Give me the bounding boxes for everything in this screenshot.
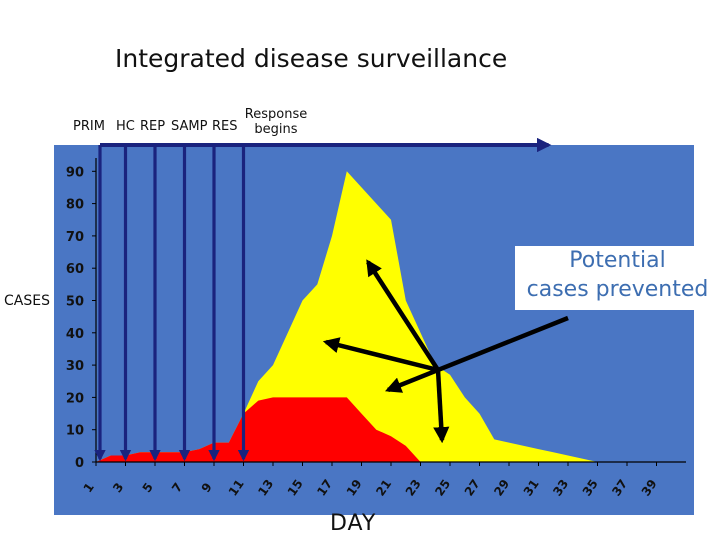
series-area-with-response [96, 397, 436, 462]
y-axis-label: CASES [4, 293, 50, 309]
y-tick-label: 20 [66, 391, 84, 406]
y-tick-label: 80 [66, 198, 84, 213]
response-line-1: Response [244, 107, 308, 122]
prevented-cases-arrow [366, 259, 440, 372]
y-tick-label: 70 [66, 230, 84, 245]
y-tick-label: 90 [66, 165, 84, 180]
x-axis-label: DAY [330, 511, 377, 536]
series-area-unchecked [96, 171, 613, 463]
y-tick-label: 40 [66, 327, 84, 342]
stage-label-res: RES [212, 119, 238, 134]
chart-title: Integrated disease surveillance [115, 44, 508, 73]
y-tick-label: 60 [66, 262, 84, 277]
stage-label-rep: REP [140, 119, 166, 134]
stage-label-samp: SAMP [171, 119, 208, 134]
prevented-cases-arrow [433, 369, 450, 444]
response-begins-label: Response begins [236, 107, 316, 137]
annotation-line-1: Potential [569, 248, 666, 273]
y-tick-label: 0 [75, 456, 84, 471]
response-line-2: begins [254, 122, 298, 137]
annotation-line-2: cases prevented [526, 277, 709, 302]
annotation-pointer-arrow [384, 315, 569, 393]
y-tick-label: 10 [66, 424, 84, 439]
potential-cases-annotation: Potential cases prevented [515, 246, 720, 310]
y-tick-label: 50 [66, 295, 84, 310]
stage-label-prim: PRIM [73, 119, 105, 134]
prevented-cases-arrow [322, 337, 439, 373]
y-tick-label: 30 [66, 359, 84, 374]
stage-label-hc: HC [116, 119, 135, 134]
